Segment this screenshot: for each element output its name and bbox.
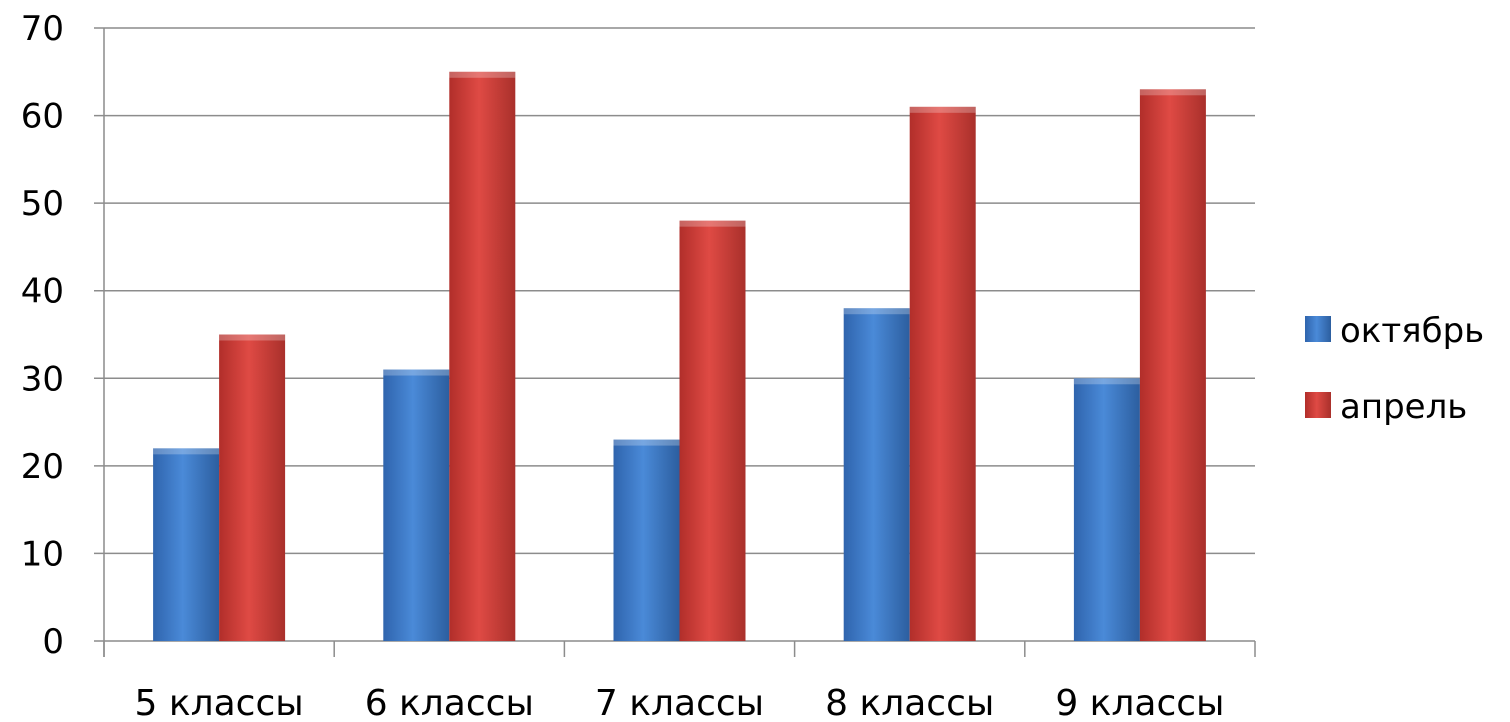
bar-апрель-9 классы <box>1139 89 1206 642</box>
bar-октябрь-5 классы <box>153 448 220 641</box>
y-tick-label: 50 <box>21 184 64 224</box>
y-tick-label: 30 <box>21 359 64 399</box>
x-category-label: 5 классы <box>135 683 304 722</box>
bar-body <box>219 334 286 641</box>
bar-body <box>613 439 680 641</box>
legend-label: апрель <box>1340 387 1467 427</box>
bar-highlight <box>219 334 286 341</box>
y-axis-ticks: 0 10 20 30 40 50 60 70 <box>21 9 64 662</box>
bar-highlight <box>909 106 976 113</box>
bar-body <box>909 106 976 642</box>
bar-highlight <box>1073 378 1140 385</box>
y-tick-label: 40 <box>21 272 64 312</box>
bar-highlight <box>1139 89 1206 96</box>
y-tick-label: 10 <box>21 534 64 574</box>
bar-body <box>449 71 516 642</box>
bar-highlight <box>613 439 680 446</box>
bar-body <box>383 369 450 641</box>
x-category-label: 7 классы <box>595 683 764 722</box>
bar-highlight <box>449 71 516 78</box>
legend-label: октябрь <box>1340 311 1484 351</box>
y-tick-label: 0 <box>42 622 64 662</box>
legend-item: апрель <box>1305 387 1467 427</box>
y-tick-label: 60 <box>21 97 64 137</box>
bar-highlight <box>383 369 450 376</box>
bar-апрель-7 классы <box>679 220 746 641</box>
legend-swatch <box>1305 392 1331 418</box>
y-tick-label: 70 <box>21 9 64 49</box>
bars <box>153 71 1206 642</box>
bar-октябрь-7 классы <box>613 439 680 641</box>
x-category-label: 9 классы <box>1055 683 1224 722</box>
bar-body <box>679 220 746 641</box>
bar-body <box>1073 378 1140 641</box>
bar-highlight <box>843 308 910 315</box>
bar-body <box>153 448 220 641</box>
bar-body <box>843 308 910 641</box>
bar-октябрь-8 классы <box>843 308 910 641</box>
bar-body <box>1139 89 1206 642</box>
legend-item: октябрь <box>1305 311 1484 351</box>
bar-апрель-6 классы <box>449 71 516 642</box>
bar-highlight <box>153 448 220 455</box>
x-axis: 5 классы 6 классы 7 классы 8 классы 9 классы <box>103 28 1256 722</box>
legend: октябрь апрель <box>1305 311 1484 427</box>
bar-апрель-5 классы <box>219 334 286 641</box>
y-tick-label: 20 <box>21 447 64 487</box>
x-category-label: 8 классы <box>825 683 994 722</box>
bar-апрель-8 классы <box>909 106 976 642</box>
bar-октябрь-9 классы <box>1073 378 1140 641</box>
x-category-label: 6 классы <box>365 683 534 722</box>
bar-октябрь-6 классы <box>383 369 450 641</box>
bar-highlight <box>679 220 746 227</box>
legend-swatch <box>1305 316 1331 342</box>
